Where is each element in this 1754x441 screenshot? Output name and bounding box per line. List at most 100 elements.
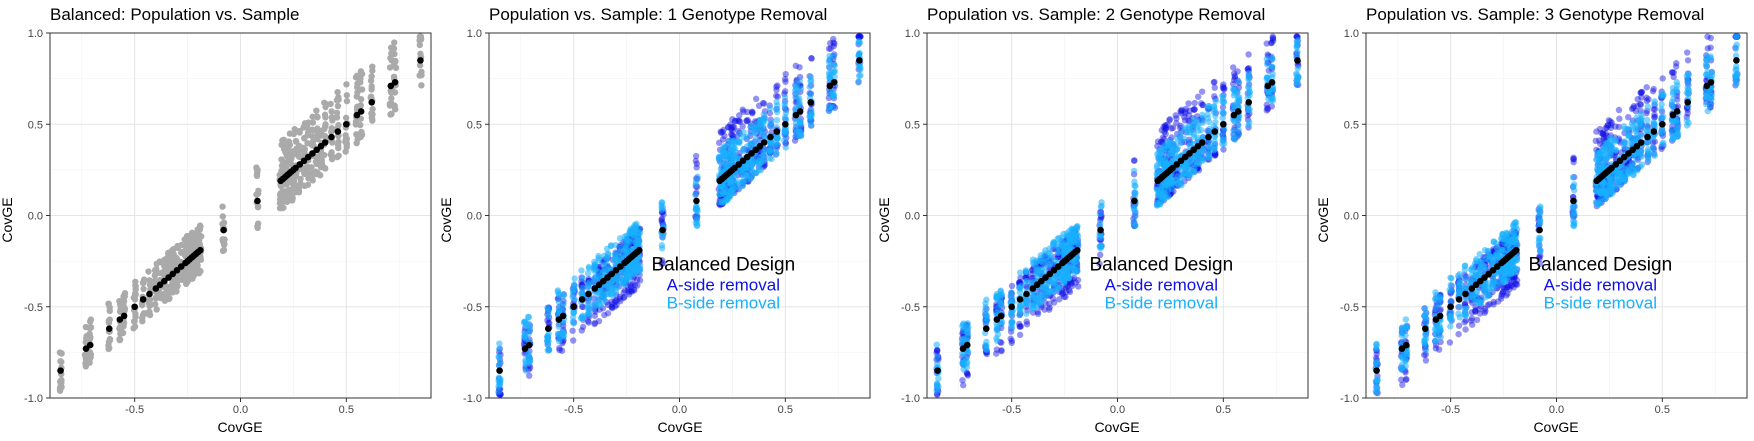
data-point [633, 276, 641, 284]
data-point [1051, 299, 1058, 306]
data-point [1160, 123, 1167, 131]
data-point [327, 100, 334, 108]
data-point [736, 112, 743, 119]
data-point [368, 73, 375, 80]
population-point [334, 128, 342, 135]
data-point [292, 137, 300, 145]
data-point [556, 344, 563, 352]
data-point [856, 49, 863, 57]
data-point [1130, 167, 1138, 175]
data-point [935, 375, 942, 382]
data-point [1643, 84, 1650, 91]
data-point [964, 372, 972, 379]
data-point [1638, 89, 1645, 96]
data-point [1455, 322, 1463, 329]
data-point [1197, 100, 1205, 107]
data-point [1008, 310, 1015, 317]
data-point [1190, 167, 1198, 175]
data-point [1166, 117, 1173, 124]
data-point [1054, 249, 1062, 257]
data-point [1437, 338, 1444, 346]
population-point [321, 139, 329, 146]
data-point [1097, 234, 1104, 241]
data-point [808, 55, 815, 62]
population-point [635, 246, 643, 254]
data-point [1649, 139, 1657, 146]
population-point [1131, 197, 1138, 205]
data-point [629, 280, 636, 288]
data-point [633, 220, 640, 228]
data-point [1008, 294, 1016, 301]
data-point [620, 294, 627, 301]
data-point [997, 290, 1005, 298]
data-point [1570, 155, 1577, 163]
data-point [830, 35, 837, 43]
data-point [1173, 146, 1180, 154]
data-point [585, 319, 592, 326]
population-point [1245, 99, 1253, 106]
population-point [585, 290, 592, 298]
data-point [621, 287, 628, 294]
data-point [130, 294, 138, 301]
data-point [1264, 104, 1271, 112]
data-point [1022, 279, 1030, 286]
x-tick-label: 0.0 [672, 404, 687, 416]
data-point [658, 215, 666, 222]
data-point [116, 336, 124, 343]
data-point [1422, 351, 1430, 358]
data-point [1637, 101, 1645, 108]
data-point [1570, 155, 1577, 163]
data-point [1231, 136, 1239, 143]
data-point [387, 54, 394, 62]
data-point [253, 172, 261, 180]
data-point [1607, 121, 1615, 129]
x-tick-label: -0.5 [564, 404, 583, 416]
data-point [1096, 219, 1104, 227]
data-point [728, 132, 736, 139]
data-point [1220, 109, 1227, 116]
data-point [1593, 128, 1600, 135]
data-point [1503, 283, 1510, 291]
data-point [357, 102, 365, 109]
x-tick-label: 0.0 [1110, 404, 1125, 416]
data-point [627, 281, 634, 288]
data-point [584, 284, 591, 291]
data-point [328, 128, 335, 136]
y-axis-label: CovGE [1315, 197, 1331, 242]
data-point [343, 97, 351, 105]
data-point [613, 301, 620, 309]
data-point [1596, 125, 1604, 133]
data-point [595, 256, 603, 264]
data-point [1073, 231, 1081, 238]
data-point [636, 277, 644, 284]
data-point [416, 61, 424, 69]
data-point [934, 381, 941, 388]
data-point [796, 64, 803, 71]
population-point [57, 367, 64, 374]
data-point [795, 97, 803, 105]
data-point [496, 381, 503, 389]
data-point [220, 246, 228, 254]
data-point [782, 144, 789, 151]
data-point [1616, 115, 1623, 122]
data-point [569, 289, 577, 296]
data-point [1065, 287, 1073, 294]
data-point [627, 283, 635, 290]
annotation-a-side: A-side removal [667, 275, 780, 294]
data-point [1194, 158, 1201, 166]
data-point [1219, 83, 1227, 90]
data-point [601, 311, 608, 319]
data-point [825, 58, 833, 65]
data-point [1219, 114, 1226, 122]
y-tick-label: 1.0 [28, 28, 43, 40]
data-point [1263, 101, 1270, 109]
data-point [984, 317, 991, 324]
data-point [1468, 309, 1475, 316]
population-point [86, 341, 94, 349]
population-point [856, 57, 863, 64]
population-point [1268, 78, 1276, 86]
data-point [1264, 105, 1272, 113]
data-point [120, 298, 127, 305]
data-point [1536, 260, 1544, 267]
